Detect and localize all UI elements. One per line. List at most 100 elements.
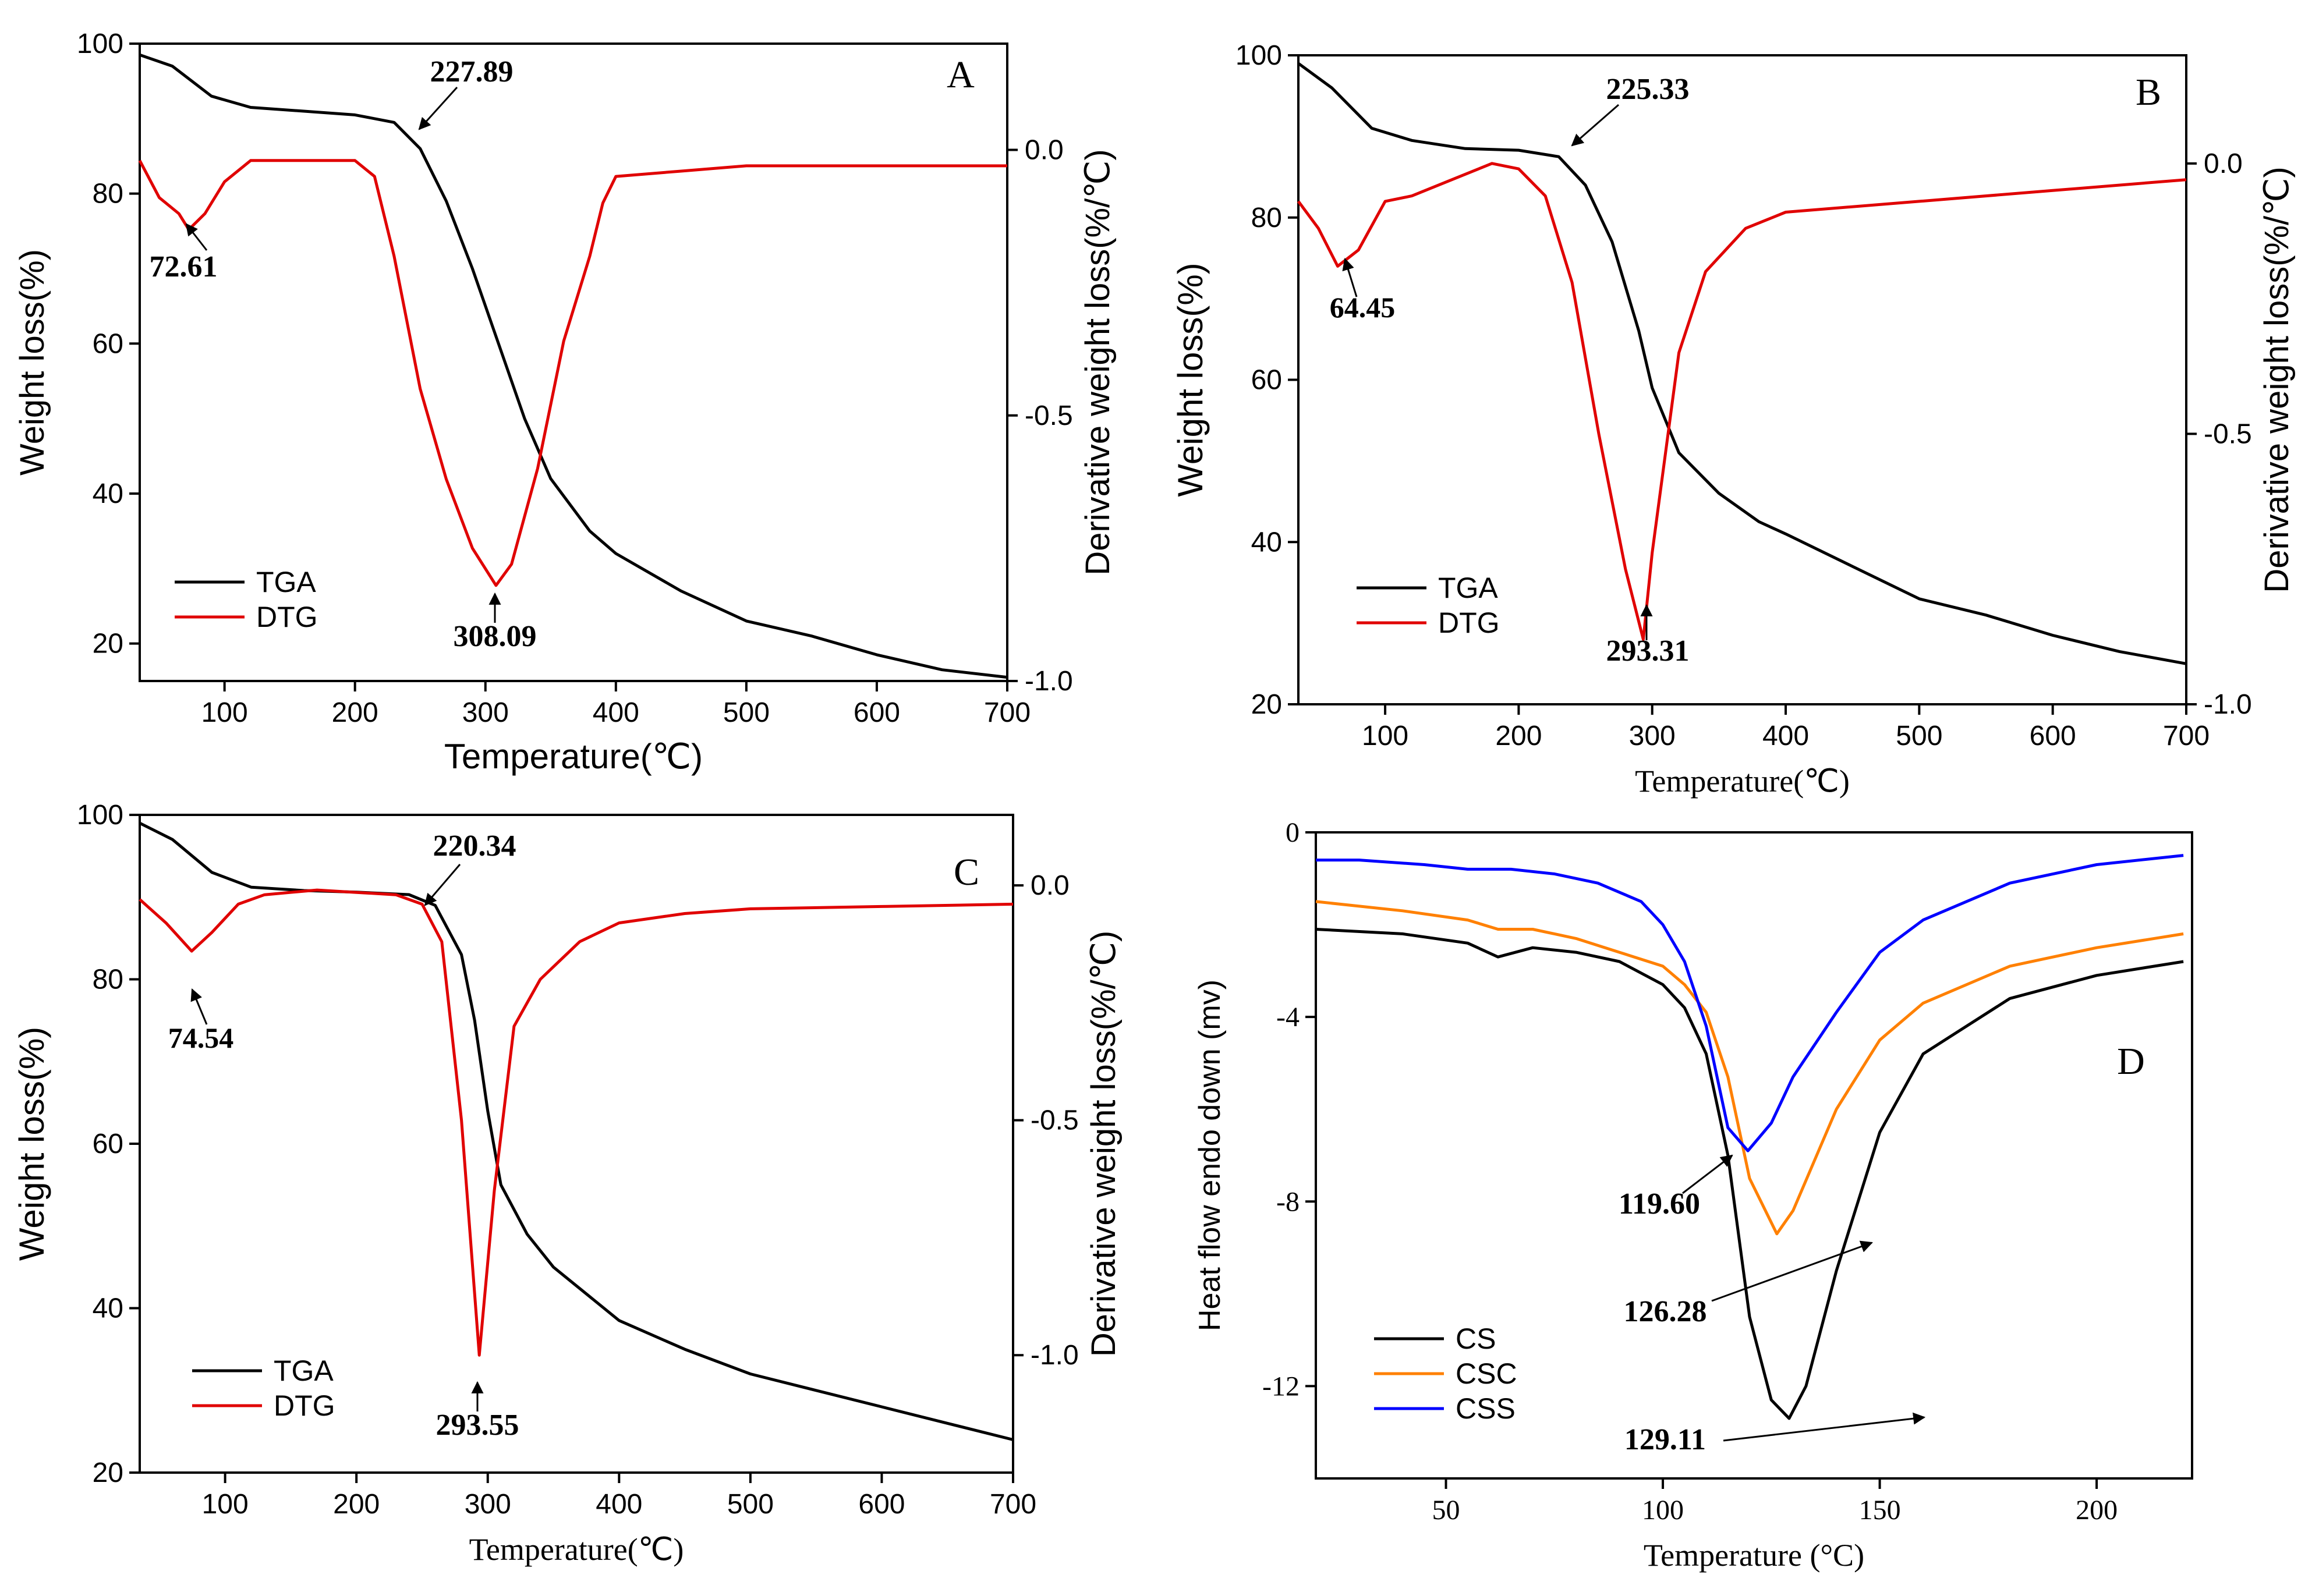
series-line-csc xyxy=(1315,900,2184,1236)
panel-letter: A xyxy=(947,54,975,96)
x-axis-title: Temperature(℃) xyxy=(1635,764,1850,799)
series-line-dtg xyxy=(138,159,1007,587)
legend-label: CSC xyxy=(1456,1357,1517,1390)
y2-axis-title: Derivative weight loss(%/℃) xyxy=(2258,166,2296,593)
y-tick-label: 100 xyxy=(77,800,123,831)
peak-annotation: 74.54 xyxy=(168,1022,234,1054)
x-tick-label: 400 xyxy=(593,697,639,728)
y-tick-label: 20 xyxy=(93,1457,123,1488)
x-tick-label: 300 xyxy=(465,1489,511,1520)
x-tick-label: 700 xyxy=(2163,721,2210,751)
series-line-tga xyxy=(139,821,1014,1441)
x-tick-label: 700 xyxy=(990,1489,1036,1520)
x-tick-label: 200 xyxy=(332,697,378,728)
y2-tick-label: -1.0 xyxy=(1025,666,1073,697)
x-tick-label: 100 xyxy=(1362,721,1408,751)
y-tick-label: 80 xyxy=(93,179,123,210)
y-tick-label: 100 xyxy=(77,29,123,59)
y2-axis-title: Derivative weight loss(%/℃) xyxy=(1079,149,1117,575)
y-tick-label: 80 xyxy=(1251,203,1282,233)
series-line-dtg xyxy=(1297,162,2187,641)
annotation-arrow xyxy=(424,864,461,906)
peak-annotation: 225.33 xyxy=(1606,73,1690,106)
peak-annotation: 129.11 xyxy=(1624,1423,1706,1456)
y2-tick-label: -1.0 xyxy=(1031,1340,1079,1371)
legend-label: CS xyxy=(1456,1322,1496,1355)
panel-B: 100 200 300 400 500 600 700 20 40 60 80 100 -1.0 -0.5… xyxy=(1171,40,2296,799)
series-line-tga xyxy=(1297,62,2187,665)
legend-label: TGA xyxy=(274,1354,334,1387)
x-tick-label: 500 xyxy=(727,1489,774,1520)
x-tick-label: 300 xyxy=(462,697,509,728)
panel-letter: C xyxy=(954,851,979,893)
panel-C: 100 200 300 400 500 600 700 20 40 60 80 100 -1.0 -0.5… xyxy=(12,800,1123,1567)
x-axis-title: Temperature (°C) xyxy=(1644,1538,1864,1573)
panel-A: 100 200 300 400 500 600 700 20 40 60 80 100 -1.0 -0.5… xyxy=(13,29,1117,776)
annotation-arrow xyxy=(1682,1154,1733,1194)
y-tick-label: 0 xyxy=(1286,817,1300,848)
legend-label: CSS xyxy=(1456,1392,1516,1425)
x-axis-title: Temperature(℃) xyxy=(444,737,703,776)
x-tick-label: 100 xyxy=(201,697,248,728)
legend-label: DTG xyxy=(274,1389,335,1422)
plot-frame xyxy=(1315,831,2193,1480)
legend-label: TGA xyxy=(256,566,316,598)
peak-annotation: 126.28 xyxy=(1624,1295,1707,1328)
y2-tick-label: -0.5 xyxy=(1025,400,1073,431)
y2-tick-label: 0.0 xyxy=(1025,135,1064,166)
peak-annotation: 72.61 xyxy=(150,250,218,283)
x-tick-label: 600 xyxy=(854,697,900,728)
x-tick-label: 100 xyxy=(1642,1495,1684,1526)
y2-tick-label: -1.0 xyxy=(2204,689,2252,720)
peak-annotation: 293.55 xyxy=(436,1409,519,1442)
y-tick-label: 20 xyxy=(93,629,123,659)
x-tick-label: 400 xyxy=(596,1489,642,1520)
y-tick-label: -4 xyxy=(1276,1002,1300,1033)
x-tick-label: 200 xyxy=(333,1489,380,1520)
x-tick-label: 50 xyxy=(1432,1495,1460,1526)
x-tick-label: 200 xyxy=(2076,1495,2118,1526)
plot-frame xyxy=(139,42,1008,682)
legend-label: TGA xyxy=(1438,572,1498,604)
y-axis-title: Weight loss(%) xyxy=(13,249,51,476)
y-tick-label: 40 xyxy=(1251,527,1282,558)
x-tick-label: 100 xyxy=(202,1489,249,1520)
peak-annotation: 119.60 xyxy=(1619,1187,1700,1221)
annotation-arrow xyxy=(1711,1240,1873,1302)
peak-annotation: 64.45 xyxy=(1330,291,1396,324)
legend-label: DTG xyxy=(256,601,318,633)
y2-axis-title: Derivative weight loss(%/℃) xyxy=(1085,931,1123,1357)
y-tick-label: 60 xyxy=(93,1129,123,1159)
x-tick-label: 400 xyxy=(1762,721,1809,751)
y-tick-label: 60 xyxy=(93,328,123,359)
y-axis-title: Weight loss(%) xyxy=(12,1027,51,1261)
y2-tick-label: 0.0 xyxy=(2204,148,2243,179)
annotation-arrow xyxy=(1342,257,1358,297)
x-tick-label: 150 xyxy=(1859,1495,1901,1526)
y-axis-title: Weight loss(%) xyxy=(1171,263,1210,496)
y-tick-label: 100 xyxy=(1235,40,1282,71)
panel-letter: D xyxy=(2117,1040,2145,1083)
y2-tick-label: -0.5 xyxy=(2204,418,2252,449)
y-tick-label: -8 xyxy=(1276,1186,1300,1217)
annotation-arrow xyxy=(1723,1412,1926,1442)
y-tick-label: 80 xyxy=(93,964,123,995)
x-tick-label: 500 xyxy=(723,697,770,728)
peak-annotation: 227.89 xyxy=(430,55,514,88)
x-tick-label: 500 xyxy=(1896,721,1942,751)
series-line-tga xyxy=(139,53,1008,679)
y-tick-label: -12 xyxy=(1262,1371,1300,1402)
x-tick-label: 300 xyxy=(1629,721,1676,751)
y-axis-title: Heat flow endo down (mv) xyxy=(1193,980,1227,1331)
x-tick-label: 600 xyxy=(858,1489,905,1520)
series-line-dtg xyxy=(139,888,1014,1357)
peak-annotation: 308.09 xyxy=(454,620,537,653)
x-tick-label: 700 xyxy=(984,697,1031,728)
annotation-arrow xyxy=(1571,104,1619,147)
peak-annotation: 220.34 xyxy=(433,829,516,863)
panel-D: 50 100 150 200 -12 -8 -4 0 Temperature (°C) Heat … xyxy=(1193,817,2193,1573)
x-axis-title: Temperature(℃) xyxy=(469,1532,684,1567)
annotation-arrow xyxy=(418,86,458,130)
annotation-arrow xyxy=(185,223,208,251)
x-tick-label: 600 xyxy=(2030,721,2076,751)
